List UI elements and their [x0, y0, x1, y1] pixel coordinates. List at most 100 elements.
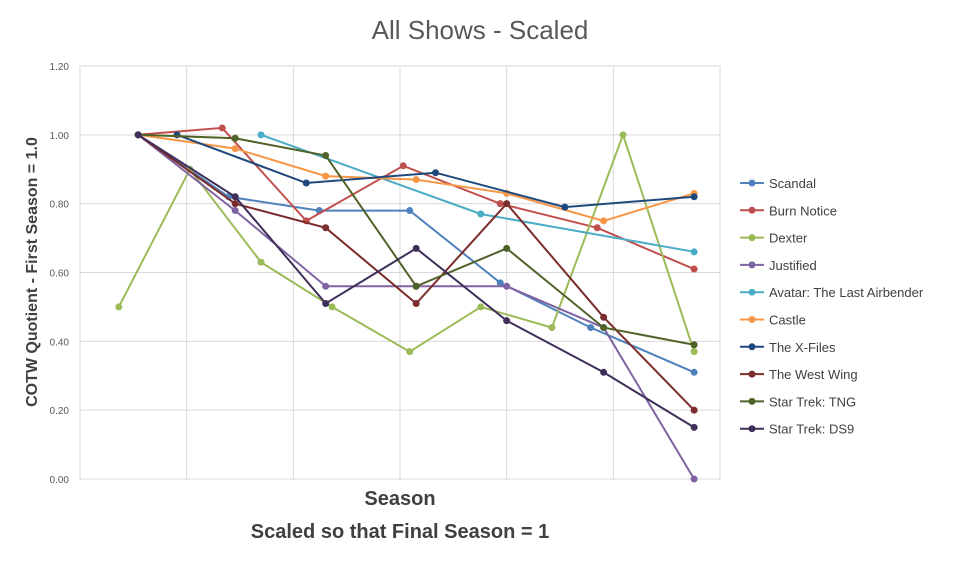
legend-label: Star Trek: DS9 — [769, 422, 854, 437]
data-point — [322, 151, 330, 159]
data-point — [302, 179, 310, 187]
legend-item: Star Trek: TNG — [740, 394, 856, 409]
legend-marker — [748, 397, 756, 405]
data-point — [412, 244, 420, 252]
data-point — [218, 124, 226, 132]
data-point — [548, 324, 556, 332]
y-tick-label: 0.20 — [50, 406, 70, 417]
data-point — [134, 131, 142, 139]
data-point — [257, 131, 265, 139]
legend-label: Avatar: The Last Airbender — [769, 285, 924, 300]
data-point — [399, 162, 407, 170]
legend-marker — [748, 370, 756, 378]
legend-label: Castle — [769, 313, 806, 328]
data-point — [561, 203, 569, 211]
data-point — [412, 176, 420, 184]
data-point — [690, 406, 698, 414]
data-point — [322, 224, 330, 232]
data-point — [690, 368, 698, 376]
data-point — [328, 303, 336, 311]
gridlines — [79, 65, 721, 480]
data-point — [231, 193, 239, 201]
data-point — [322, 299, 330, 307]
legend-item: Avatar: The Last Airbender — [740, 285, 924, 300]
series-lines — [115, 124, 698, 483]
data-point — [257, 258, 265, 266]
data-point — [503, 244, 511, 252]
data-point — [600, 313, 608, 321]
data-point — [690, 475, 698, 483]
data-point — [231, 200, 239, 208]
legend-label: Dexter — [769, 231, 808, 246]
data-point — [690, 193, 698, 201]
y-tick-label: 0.60 — [50, 269, 70, 280]
data-point — [477, 210, 485, 218]
legend-item: Scandal — [740, 176, 816, 191]
y-tick-label: 0.40 — [50, 337, 70, 348]
legend-marker — [748, 179, 756, 187]
legend-item: Star Trek: DS9 — [740, 422, 854, 437]
y-axis-title: COTW Quotient - First Season = 1.0 — [24, 137, 41, 407]
data-point — [322, 172, 330, 180]
y-tick-label: 1.00 — [50, 131, 70, 142]
data-point — [690, 265, 698, 273]
data-point — [503, 282, 511, 290]
legend-marker — [748, 316, 756, 323]
data-point — [412, 282, 420, 290]
y-axis-ticks: 0.00 0.20 0.40 0.60 0.80 1.00 1.20 — [50, 62, 70, 486]
x-axis-subtitle: Scaled so that Final Season = 1 — [251, 521, 549, 543]
data-point — [231, 207, 239, 215]
legend-label: Burn Notice — [769, 203, 837, 218]
series-avatar-the-last-airbender — [257, 131, 698, 256]
data-point — [690, 248, 698, 256]
x-axis-title: Season — [364, 488, 435, 510]
y-tick-label: 1.20 — [50, 62, 70, 73]
data-point — [406, 348, 414, 356]
data-point — [406, 207, 414, 215]
legend-label: Scandal — [769, 176, 816, 191]
legend-label: The X-Files — [769, 340, 836, 355]
data-point — [503, 200, 511, 208]
chart-title: All Shows - Scaled — [372, 15, 589, 45]
legend-item: Justified — [740, 258, 817, 273]
data-point — [432, 169, 440, 177]
legend-item: The X-Files — [740, 340, 836, 355]
data-point — [412, 299, 420, 307]
data-point — [587, 324, 595, 332]
data-point — [600, 324, 608, 332]
legend-marker — [748, 425, 756, 433]
data-point — [690, 348, 698, 356]
y-tick-label: 0.00 — [50, 475, 70, 486]
data-point — [231, 145, 239, 153]
data-point — [115, 303, 123, 311]
legend-marker — [748, 288, 756, 296]
legend: Scandal Burn Notice Dexter Justified Avatar:… — [740, 176, 924, 437]
legend-label: Star Trek: TNG — [769, 394, 856, 409]
data-point — [496, 279, 504, 287]
legend-marker — [748, 206, 756, 214]
data-point — [600, 217, 608, 225]
series-castle — [134, 131, 698, 225]
legend-marker — [748, 343, 756, 351]
legend-item: Castle — [740, 313, 806, 328]
series-star-trek-ds9 — [134, 131, 698, 431]
y-tick-label: 0.80 — [50, 200, 70, 211]
series-dexter — [115, 131, 698, 356]
data-point — [503, 317, 511, 325]
legend-marker — [748, 234, 756, 242]
legend-item: Dexter — [740, 231, 808, 246]
legend-marker — [748, 261, 756, 269]
data-point — [690, 341, 698, 349]
data-point — [593, 224, 601, 232]
data-point — [496, 200, 504, 208]
legend-label: Justified — [769, 258, 817, 273]
data-point — [619, 131, 627, 139]
legend-item: The West Wing — [740, 367, 858, 382]
data-point — [477, 303, 485, 311]
data-point — [690, 423, 698, 431]
legend-item: Burn Notice — [740, 203, 837, 218]
data-point — [322, 282, 330, 290]
legend-label: The West Wing — [769, 367, 858, 382]
data-point — [231, 134, 239, 142]
